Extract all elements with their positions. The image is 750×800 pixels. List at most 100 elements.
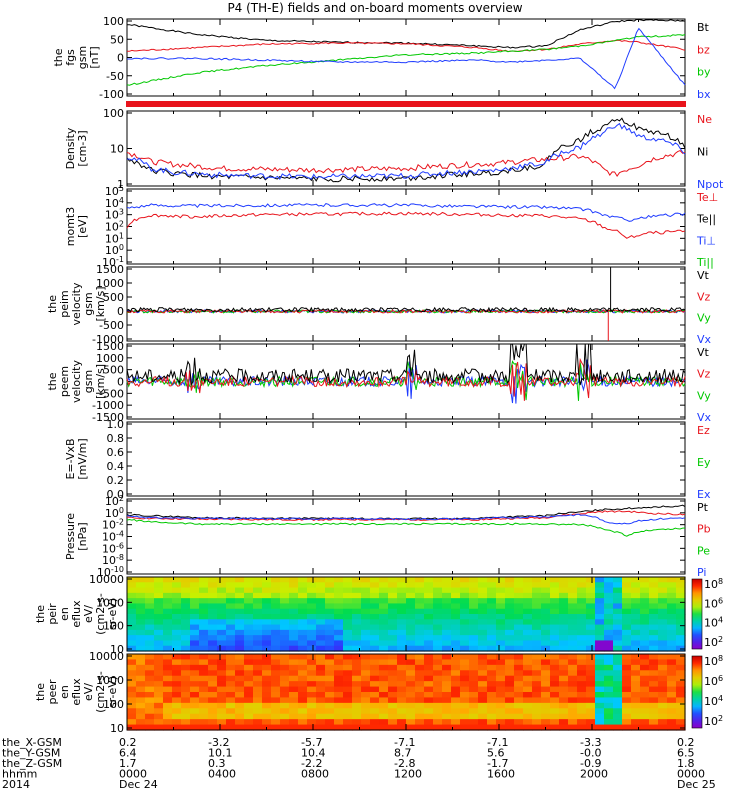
ephemeris-value: -2.8: [394, 757, 415, 770]
spectrogram-cell: [631, 702, 641, 709]
spectrogram-cell: [622, 713, 632, 720]
spectrogram-cell: [352, 624, 362, 631]
spectrogram-cell: [334, 675, 344, 682]
y-axis-label: Pressure[nPa]: [64, 513, 89, 560]
spectrogram-cell: [217, 713, 227, 720]
spectrogram-cell: [613, 713, 623, 720]
spectrogram-cell: [316, 592, 326, 599]
spectrogram-cell: [631, 719, 641, 726]
spectrogram-cell: [577, 713, 587, 720]
spectrogram-cell: [343, 619, 353, 626]
spectrogram-cell: [613, 659, 623, 666]
panel-frame: [126, 18, 686, 97]
ephemeris-value: 8.7: [394, 747, 412, 760]
spectrogram-cell: [235, 686, 245, 693]
spectrogram-cell: [469, 614, 479, 620]
spectrogram-cell: [379, 654, 389, 661]
spectrogram-cell: [244, 692, 254, 699]
spectrogram-cell: [325, 692, 335, 699]
series-ti: [126, 203, 686, 222]
spectrogram-cell: [496, 614, 506, 620]
y-tick-label: 0.2: [107, 474, 125, 487]
spectrogram-cell: [217, 724, 227, 731]
spectrogram-cell: [640, 702, 650, 709]
spectrogram-cell: [523, 664, 533, 671]
spectrogram-cell: [253, 708, 263, 715]
spectrogram-cell: [469, 640, 479, 647]
spectrogram-cell: [379, 624, 389, 631]
spectrogram-cell: [451, 654, 461, 661]
spectrogram-cell: [235, 675, 245, 682]
spectrogram-cell: [550, 719, 560, 726]
spectrogram-cell: [388, 713, 398, 720]
spectrogram-cell: [559, 686, 569, 693]
spectrogram-cell: [208, 629, 218, 636]
spectrogram-cell: [325, 697, 335, 704]
spectrogram-cell: [568, 640, 578, 647]
spectrogram-cell: [613, 635, 623, 642]
spectrogram-cell: [460, 659, 470, 666]
spectrogram-cell: [190, 582, 200, 589]
spectrogram-cell: [415, 645, 425, 652]
spectrogram-cell: [514, 675, 524, 682]
spectrogram-cell: [271, 686, 281, 693]
spectrogram-cell: [298, 719, 308, 726]
spectrogram-cell: [334, 686, 344, 693]
spectrogram-cell: [649, 724, 659, 731]
spectrogram-cell: [487, 587, 497, 594]
spectrogram-cell: [568, 598, 578, 605]
spectrogram-cell: [658, 608, 668, 615]
spectrogram-cell: [478, 635, 488, 642]
spectrogram-cell: [154, 713, 164, 720]
spectrogram-cell: [613, 654, 623, 661]
spectrogram-cell: [379, 598, 389, 605]
spectrogram-cell: [586, 697, 596, 704]
spectrogram-cell: [577, 686, 587, 693]
spectrogram-cell: [370, 724, 380, 731]
spectrogram-cell: [208, 614, 218, 620]
spectrogram-cell: [280, 608, 290, 615]
spectrogram-cell: [298, 598, 308, 605]
spectrogram-cell: [208, 708, 218, 715]
spectrogram-cell: [658, 659, 668, 666]
spectrogram-cell: [199, 640, 209, 647]
spectrogram-cell: [244, 577, 254, 583]
spectrogram-cell: [244, 719, 254, 726]
spectrogram-cell: [451, 592, 461, 599]
spectrogram-cell: [352, 640, 362, 647]
spectrogram-cell: [361, 659, 371, 666]
spectrogram-cell: [217, 702, 227, 709]
ephemeris-value: -7.1: [487, 736, 508, 749]
spectrogram-cell: [253, 659, 263, 666]
spectrogram-cell: [604, 629, 614, 636]
spectrogram-cell: [172, 654, 182, 661]
spectrogram-cell: [532, 708, 542, 715]
spectrogram-cell: [154, 719, 164, 726]
spectrogram-cell: [316, 708, 326, 715]
spectrogram-cell: [442, 608, 452, 615]
spectrogram-cell: [451, 640, 461, 647]
spectrogram-cell: [145, 629, 155, 636]
spectrogram-cell: [676, 582, 686, 589]
spectrogram-cell: [280, 577, 290, 583]
spectrogram-cell: [370, 675, 380, 682]
spectrogram-cell: [613, 577, 623, 583]
spectrogram-cell: [568, 686, 578, 693]
spectrogram-cell: [334, 619, 344, 626]
spectrogram-cell: [145, 603, 155, 610]
spectrogram-cell: [658, 635, 668, 642]
spectrogram-cell: [244, 686, 254, 693]
spectrogram-cell: [199, 619, 209, 626]
spectrogram-cell: [532, 640, 542, 647]
spectrogram-cell: [307, 686, 317, 693]
spectrogram-cell: [595, 724, 605, 731]
spectrogram-cell: [415, 681, 425, 688]
spectrogram-cell: [325, 592, 335, 599]
spectrogram-cell: [478, 724, 488, 731]
spectrogram-cell: [559, 598, 569, 605]
spectrogram-cell: [667, 577, 677, 583]
spectrogram-cell: [442, 619, 452, 626]
spectrogram-cell: [514, 702, 524, 709]
spectrogram-cell: [145, 659, 155, 666]
spectrogram-cell: [289, 640, 299, 647]
